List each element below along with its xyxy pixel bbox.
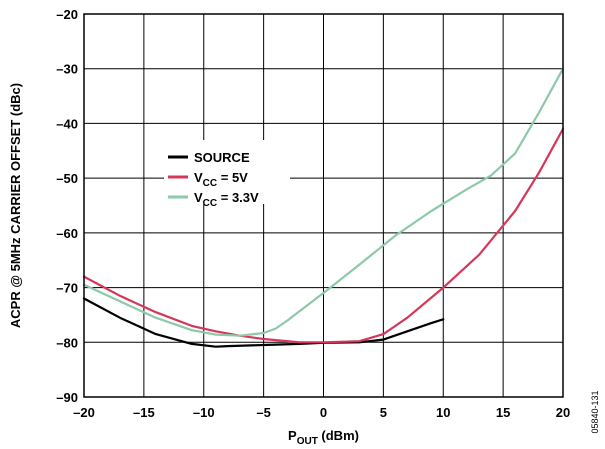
legend-label-1: SOURCE: [194, 150, 250, 165]
series-line-1: [82, 297, 445, 348]
x-tick-label: 5: [380, 405, 387, 420]
y-tick-label: –90: [56, 390, 78, 405]
x-tick-label: 20: [556, 405, 570, 420]
y-tick-label: –80: [56, 335, 78, 350]
x-tick-label: –10: [193, 405, 215, 420]
x-tick-label: –20: [73, 405, 95, 420]
x-tick-label: –15: [133, 405, 155, 420]
series-line-3: [82, 67, 565, 337]
y-tick-label: –20: [56, 7, 78, 22]
y-tick-label: –50: [56, 171, 78, 186]
x-tick-label: 15: [496, 405, 510, 420]
x-axis-label: POUT (dBm): [288, 428, 359, 447]
plot-frame: [83, 13, 564, 398]
legend-background: [164, 140, 290, 204]
y-tick-label: –60: [56, 226, 78, 241]
y-tick-label: –30: [56, 62, 78, 77]
x-tick-labels: –20 –15 –10 –5 0 5 10 15 20: [73, 405, 570, 420]
chart-grid: [83, 13, 564, 398]
legend-label-2: VCC = 5V: [194, 170, 248, 189]
legend-label-3: VCC = 3.3V: [194, 190, 259, 209]
y-tick-labels: –20 –30 –40 –50 –60 –70 –80 –90: [56, 7, 78, 405]
y-tick-label: –40: [56, 116, 78, 131]
figure-id: 05840-131: [590, 390, 600, 433]
series-layer: [82, 67, 565, 348]
x-tick-label: –5: [256, 405, 270, 420]
y-axis-label: ACPR @ 5MHz CARRIER OFFSET (dBc): [8, 83, 23, 328]
series-line-2: [82, 127, 565, 344]
x-tick-label: 0: [320, 405, 327, 420]
x-tick-label: 10: [436, 405, 450, 420]
y-tick-label: –70: [56, 281, 78, 296]
